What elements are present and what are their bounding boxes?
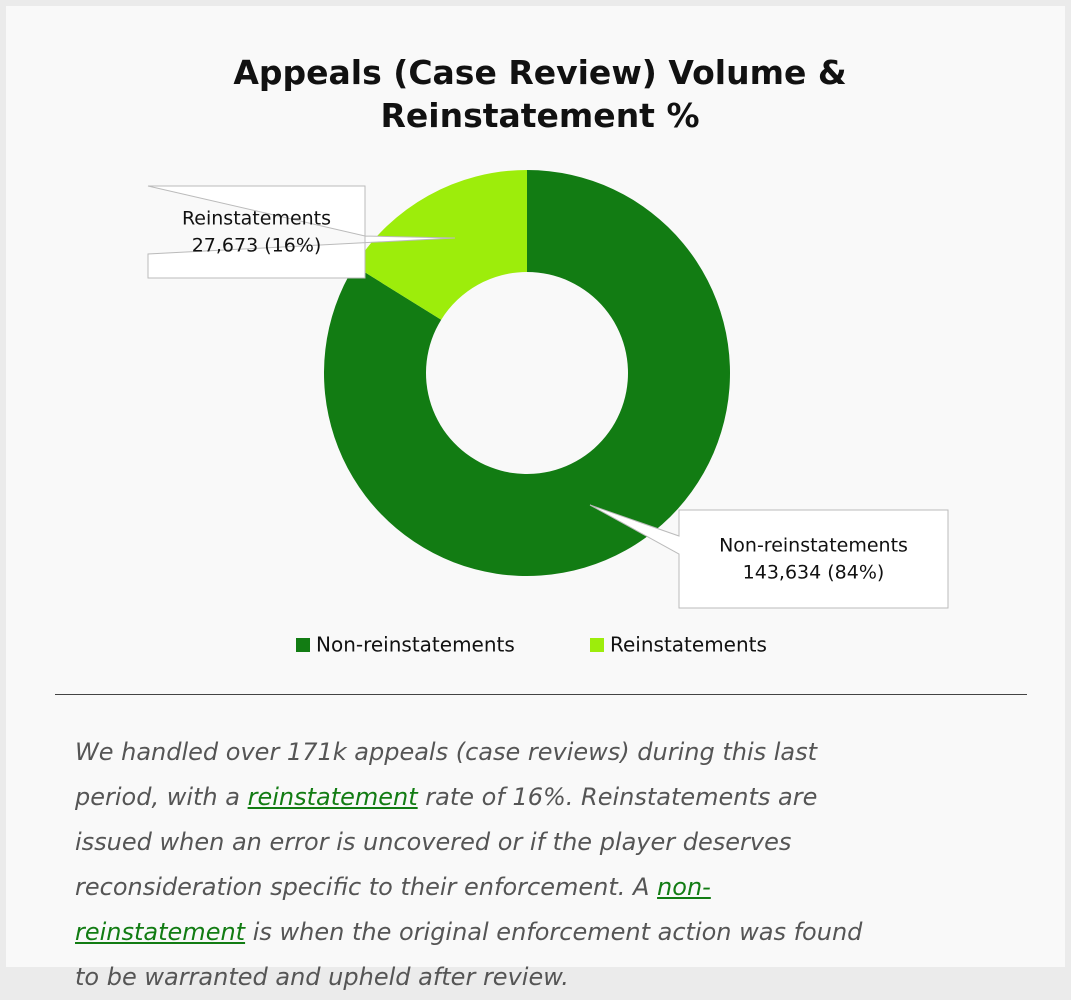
- link[interactable]: non-reinstatement: [75, 873, 711, 946]
- legend-label: Non-reinstatements: [316, 633, 515, 657]
- chart: Appeals (Case Review) Volume & Reinstatem…: [147, 53, 949, 657]
- callout-box: [589, 504, 949, 609]
- legend-swatch: [590, 638, 604, 652]
- callout-box: [147, 185, 456, 279]
- description: We handled over 171k appeals (case revie…: [75, 730, 875, 1000]
- callout-category: Reinstatements: [182, 208, 331, 230]
- legend-swatch: [296, 638, 310, 652]
- donut-slice: [323, 170, 730, 576]
- chart-title: Appeals (Case Review) Volume & Reinstatem…: [233, 53, 846, 135]
- page: Appeals (Case Review) Volume & Reinstatem…: [6, 6, 1065, 991]
- title-line: Reinstatement %: [380, 96, 699, 135]
- divider: [55, 694, 1027, 695]
- link[interactable]: reinstatement: [247, 783, 418, 811]
- donut-slice: [354, 170, 527, 320]
- title-line: Appeals (Case Review) Volume &: [233, 53, 846, 92]
- callout-value: 143,634 (84%): [743, 562, 885, 584]
- text: We handled over 171k appeals (case revie…: [75, 738, 818, 811]
- callout-value: 27,673 (16%): [192, 235, 322, 257]
- legend-label: Reinstatements: [610, 633, 767, 657]
- card: Appeals (Case Review) Volume & Reinstatem…: [6, 6, 1065, 991]
- callout-category: Non-reinstatements: [719, 535, 908, 557]
- text: rate of 16%. Reinstatements are issued w…: [75, 783, 818, 901]
